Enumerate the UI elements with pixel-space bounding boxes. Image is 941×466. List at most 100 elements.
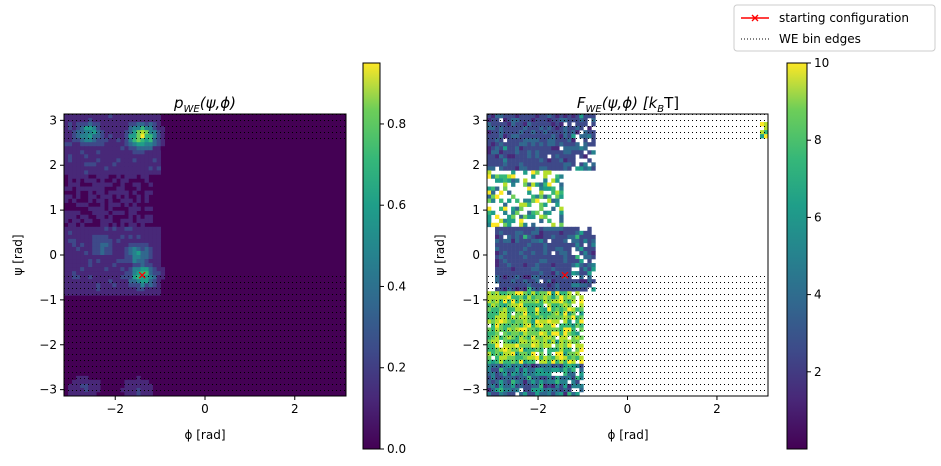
heatmap-cell xyxy=(132,234,137,240)
heatmap-cell xyxy=(535,154,540,159)
heatmap-cell xyxy=(64,259,69,264)
heatmap-cell xyxy=(539,182,544,187)
heatmap-cell xyxy=(547,234,552,240)
x-tick-label: 2 xyxy=(713,402,721,416)
heatmap-cell xyxy=(547,230,552,236)
heatmap-cell xyxy=(72,255,77,260)
heatmap-cell xyxy=(499,255,504,260)
heatmap-cell xyxy=(80,214,85,220)
heatmap-cell xyxy=(140,230,145,236)
heatmap-cell xyxy=(503,250,508,256)
heatmap-cell xyxy=(100,178,105,183)
heatmap-cell xyxy=(96,166,101,171)
heatmap-cell xyxy=(507,226,512,232)
heatmap-cell xyxy=(555,178,560,183)
heatmap-cell xyxy=(539,190,544,195)
heatmap-cell xyxy=(64,154,69,159)
heatmap-cell xyxy=(132,246,137,252)
heatmap-cell xyxy=(551,190,556,195)
heatmap-cell xyxy=(563,150,568,155)
left-starting-marker xyxy=(138,271,146,279)
heatmap-cell xyxy=(547,259,552,264)
heatmap-cell xyxy=(108,218,113,224)
heatmap-cell xyxy=(88,259,93,264)
heatmap-cell xyxy=(112,158,117,163)
heatmap-cell xyxy=(527,202,532,207)
heatmap-cell xyxy=(559,182,564,187)
heatmap-cell xyxy=(535,210,540,216)
heatmap-cell xyxy=(563,226,568,232)
heatmap-cell xyxy=(116,190,121,195)
heatmap-cell xyxy=(88,246,93,252)
heatmap-cell xyxy=(124,150,129,155)
heatmap-cell xyxy=(140,162,145,167)
colorbar-tick-label: 0.8 xyxy=(387,117,406,131)
heatmap-cell xyxy=(92,259,97,264)
heatmap-cell xyxy=(72,230,77,236)
heatmap-cell xyxy=(128,150,133,155)
heatmap-cell xyxy=(507,146,512,151)
heatmap-cell xyxy=(108,190,113,195)
heatmap-cell xyxy=(491,222,496,228)
heatmap-cell xyxy=(132,263,137,268)
heatmap-cell xyxy=(563,242,568,248)
heatmap-cell xyxy=(519,222,524,228)
heatmap-cell xyxy=(84,267,89,272)
heatmap-cell xyxy=(120,170,125,175)
x-tick-label: 2 xyxy=(291,402,299,416)
heatmap-cell xyxy=(76,158,81,163)
heatmap-cell xyxy=(124,222,129,228)
heatmap-cell xyxy=(539,154,544,159)
heatmap-cell xyxy=(136,162,141,167)
heatmap-cell xyxy=(555,226,560,232)
heatmap-cell xyxy=(72,263,77,268)
heatmap-cell xyxy=(160,267,166,272)
y-tick-label: −3 xyxy=(39,383,57,397)
heatmap-cell xyxy=(152,242,157,248)
heatmap-cell xyxy=(104,263,109,268)
heatmap-cell xyxy=(491,210,496,216)
heatmap-cell xyxy=(72,218,77,224)
heatmap-cell xyxy=(136,263,141,268)
heatmap-cell xyxy=(531,238,536,244)
heatmap-cell xyxy=(136,214,141,220)
heatmap-cell xyxy=(76,182,81,187)
heatmap-cell xyxy=(531,158,536,163)
heatmap-cell xyxy=(140,222,145,228)
heatmap-cell xyxy=(116,267,121,272)
heatmap-cell xyxy=(511,178,516,183)
heatmap-cell xyxy=(100,146,105,151)
heatmap-cell xyxy=(535,267,540,272)
heatmap-cell xyxy=(567,166,572,171)
heatmap-cell xyxy=(96,242,101,248)
heatmap-cell xyxy=(120,154,125,159)
heatmap-cell xyxy=(144,158,149,163)
left-bin-edges xyxy=(64,114,346,396)
heatmap-cell xyxy=(547,255,552,260)
heatmap-cell xyxy=(579,263,584,268)
heatmap-cell xyxy=(523,263,528,268)
heatmap-cell xyxy=(587,226,592,232)
heatmap-cell xyxy=(495,255,500,260)
heatmap-cell xyxy=(559,150,564,155)
y-tick-label: −3 xyxy=(462,383,480,397)
heatmap-cell xyxy=(120,158,125,163)
heatmap-cell xyxy=(527,190,532,195)
heatmap-cell xyxy=(88,263,93,268)
heatmap-cell xyxy=(124,250,129,256)
heatmap-cell xyxy=(491,146,496,151)
right-x-ticks: −2 0 2 xyxy=(529,396,721,416)
heatmap-cell xyxy=(96,206,101,211)
heatmap-cell xyxy=(511,194,516,199)
heatmap-cell xyxy=(144,162,149,167)
heatmap-cell xyxy=(112,267,117,272)
heatmap-cell xyxy=(120,234,125,240)
heatmap-cell xyxy=(144,178,149,183)
heatmap-cell xyxy=(112,166,117,171)
heatmap-cell xyxy=(543,142,548,147)
heatmap-cell xyxy=(132,174,137,179)
heatmap-cell xyxy=(108,202,113,207)
heatmap-cell xyxy=(116,146,121,151)
heatmap-cell xyxy=(88,146,93,151)
heatmap-cell xyxy=(148,154,153,159)
